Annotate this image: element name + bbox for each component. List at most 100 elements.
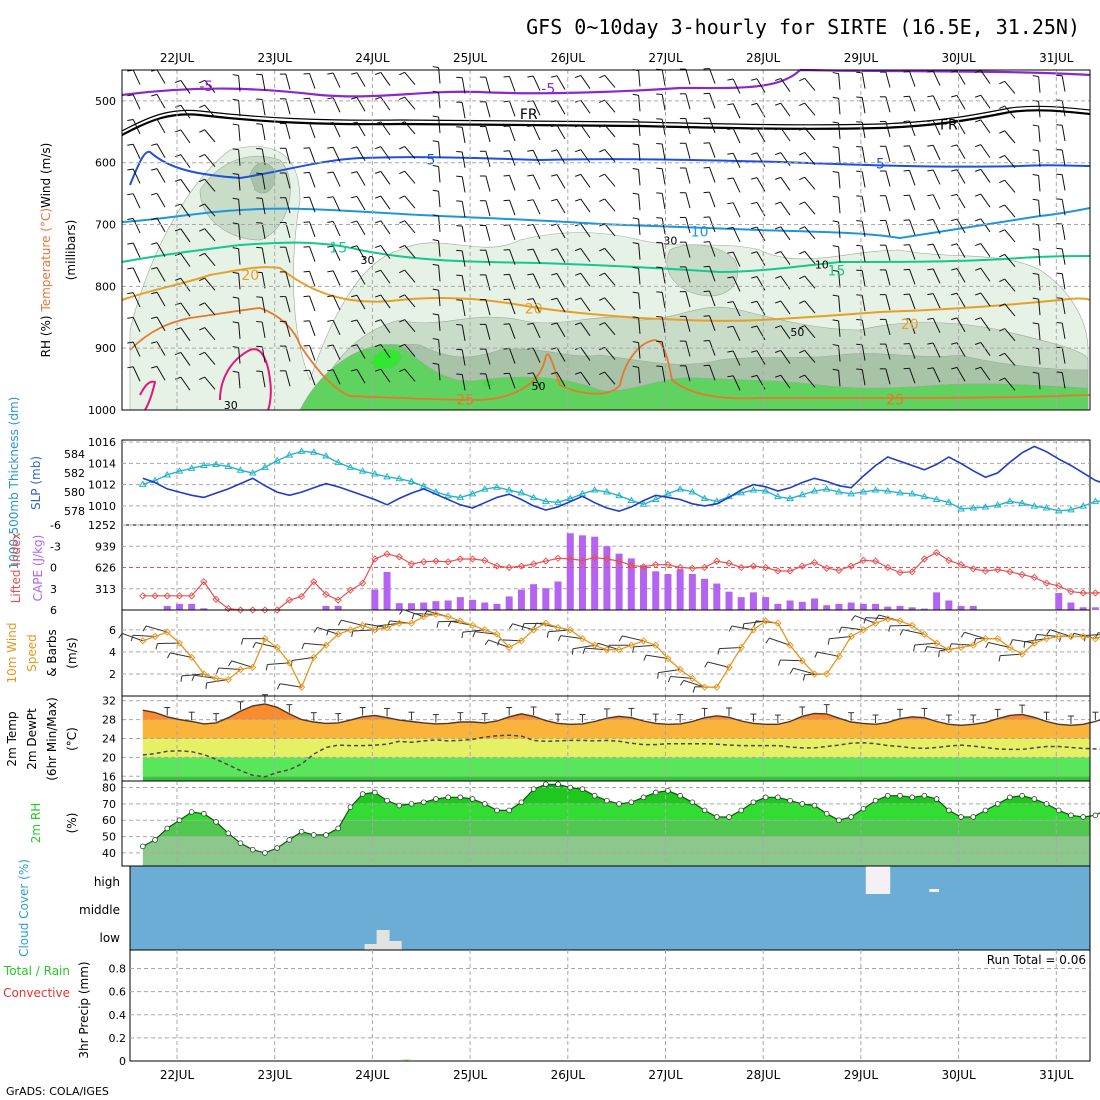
wind-speed-marker — [945, 646, 953, 654]
wind-speed-marker — [737, 643, 745, 652]
wind-speed-marker — [652, 641, 660, 649]
wind-barb-feather — [527, 248, 534, 251]
cape-bar — [749, 592, 757, 610]
rh-marker — [457, 794, 464, 801]
wind-barb-feather — [999, 105, 1005, 110]
wind-barb-feather — [727, 325, 734, 328]
wind-barb-feather — [827, 638, 830, 645]
rh-marker — [640, 794, 647, 801]
cape-bar — [530, 584, 538, 610]
wind-barb-feather — [799, 349, 805, 354]
rh-marker — [689, 799, 696, 806]
wind-barb-feather — [375, 121, 381, 125]
wind-barb — [780, 201, 791, 216]
thickness-marker — [261, 463, 269, 470]
wind-barb — [560, 635, 583, 640]
wind-barb — [556, 149, 566, 164]
dewpoint-line — [142, 734, 1100, 778]
isotherm-label: 10 — [691, 224, 709, 240]
wind-barb-feather — [127, 267, 134, 270]
wind-barb-feather — [351, 245, 358, 248]
rh-marker — [860, 805, 867, 812]
wind-barb-feather — [775, 127, 781, 131]
wind-barb-feather — [303, 147, 310, 149]
wind-barb-feather — [375, 245, 381, 249]
wind-barb-feather — [232, 98, 239, 101]
thickness-marker — [957, 504, 965, 512]
wind-speed-marker — [725, 663, 733, 671]
li-marker — [529, 560, 538, 568]
wind-speed-marker — [688, 674, 697, 682]
wind-barb — [218, 667, 241, 671]
wind-barb-feather — [975, 218, 981, 222]
wind-barb-feather — [175, 327, 181, 331]
cape-bar — [603, 546, 611, 610]
wind-barb-feather — [789, 668, 794, 674]
wind-barb — [1038, 274, 1041, 291]
wind-barb — [1012, 639, 1035, 644]
li-tick-label: -6 — [50, 519, 61, 532]
wind-barb-feather — [832, 220, 839, 223]
axis-label-part: Wind (m/s) — [39, 143, 53, 208]
wind-barb-feather — [999, 253, 1005, 258]
wind-barb-feather — [632, 242, 639, 245]
wind-barb-feather — [399, 269, 405, 274]
wind-barb-feather — [751, 325, 758, 328]
wind-barb-feather — [256, 222, 263, 224]
wind-barb — [1038, 101, 1041, 118]
li-marker — [493, 562, 501, 570]
cloud-clear-cell — [865, 866, 891, 894]
thickness-marker — [1030, 502, 1039, 509]
wind-barb-feather — [199, 154, 205, 158]
wind-barb — [1061, 199, 1066, 216]
rh-marker — [604, 797, 610, 804]
wind-barb — [132, 366, 141, 382]
wind-barb-feather — [199, 178, 205, 183]
cape-bar — [652, 571, 660, 610]
wind-barb-feather — [503, 323, 510, 325]
rh-marker — [445, 794, 451, 801]
thickness-marker — [444, 491, 453, 499]
wind-barb-feather — [599, 322, 605, 326]
wind-barb — [804, 374, 816, 388]
wind-barb — [638, 218, 641, 235]
wind-barb — [861, 344, 866, 361]
wind-barb — [683, 679, 705, 688]
wind-barb — [661, 242, 666, 259]
rh-marker — [1019, 792, 1025, 799]
wind-barb — [356, 171, 366, 186]
wind-barb-feather — [656, 192, 663, 194]
thickness-marker — [627, 496, 636, 503]
wind-barb-feather — [775, 349, 781, 353]
wind-barb-feather — [432, 164, 439, 168]
wind-barb — [332, 320, 341, 336]
wind-barb — [580, 297, 591, 312]
rh-contour-label: 10 — [815, 259, 829, 272]
wind-barb — [309, 172, 316, 188]
wind-barb — [1061, 298, 1066, 315]
wind-barb-feather — [327, 245, 334, 248]
wind-barb-feather — [399, 71, 405, 76]
wind-barb-feather — [856, 269, 863, 272]
wind-barb — [156, 143, 166, 158]
cape-bar — [444, 600, 452, 610]
rh-marker — [506, 807, 512, 814]
wind-barb-feather — [303, 97, 310, 100]
wind-speed-marker — [432, 610, 440, 619]
rh-marker — [762, 794, 769, 801]
wind-barb — [204, 129, 216, 143]
wind-barb — [404, 294, 416, 308]
li-marker — [554, 554, 562, 562]
cape-bar — [823, 605, 831, 610]
wind-barb-feather — [175, 178, 181, 182]
wind-barb — [204, 228, 216, 242]
wind-barb-feather — [337, 619, 342, 626]
wind-barb — [532, 323, 541, 339]
wind-barb — [485, 175, 491, 192]
wind-barb — [780, 325, 791, 340]
wind-barb — [180, 302, 191, 317]
wind-barb-feather — [1034, 634, 1038, 641]
wind-barb-feather — [927, 268, 934, 271]
wind-barb — [719, 646, 742, 650]
wind-barb-feather — [951, 292, 958, 296]
